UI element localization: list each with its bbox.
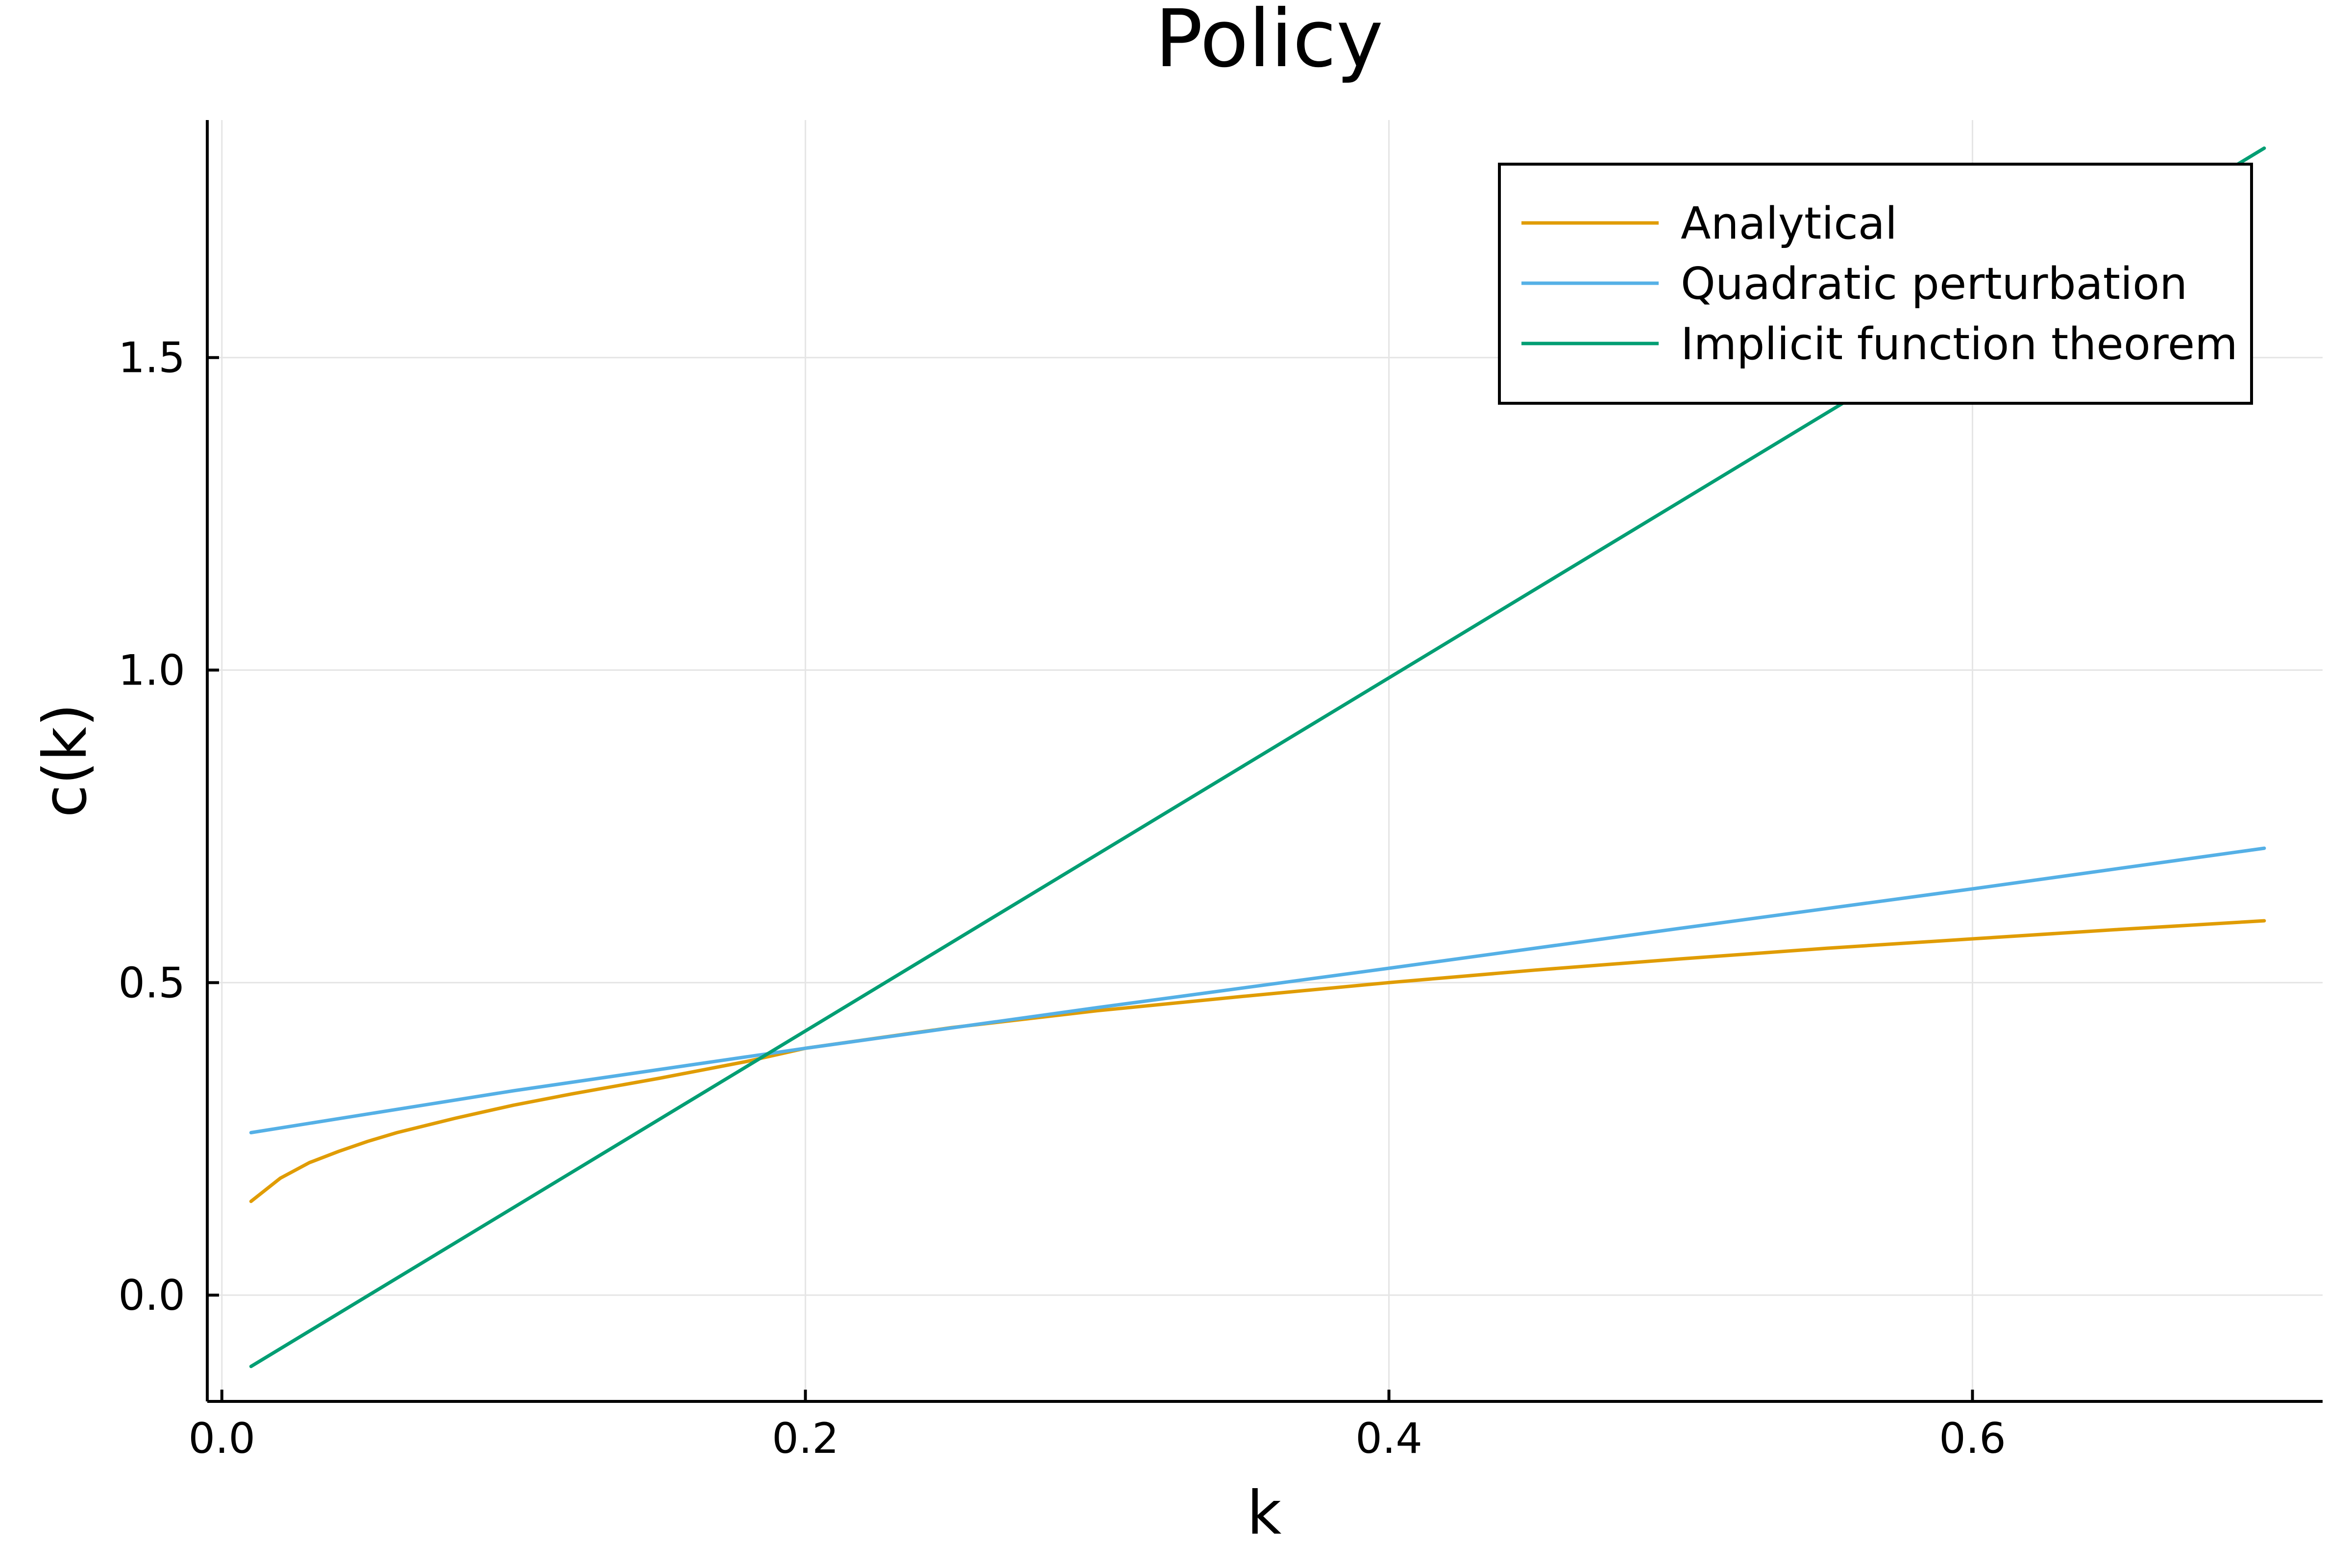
series-line-analytical [249,919,2266,1203]
x-axis-label: k [1247,1478,1282,1548]
series-line-quadratic-perturbation [249,846,2266,1134]
x-tick-label: 0.4 [1355,1414,1422,1463]
ticks: 0.0 0.2 0.4 0.6 0.0 0.5 1.0 1.5 [118,334,2006,1463]
x-tick-label: 0.6 [1939,1414,2006,1463]
chart-title: Policy [1155,0,1383,85]
legend-label-implicit-function-theorem: Implicit function theorem [1681,318,2238,370]
x-tick-label: 0.0 [188,1414,255,1463]
x-tick-label: 0.2 [772,1414,839,1463]
legend: Analytical Quadratic perturbation Implicit… [1498,163,2253,405]
y-tick-label: 1.0 [118,646,185,695]
y-axis-label: c(k) [30,704,100,818]
y-tick-label: 0.0 [118,1271,185,1320]
legend-label-quadratic-perturbation: Quadratic perturbation [1681,258,2187,310]
y-tick-label: 0.5 [118,958,185,1007]
y-tick-label: 1.5 [118,334,185,383]
legend-label-analytical: Analytical [1681,198,1897,249]
